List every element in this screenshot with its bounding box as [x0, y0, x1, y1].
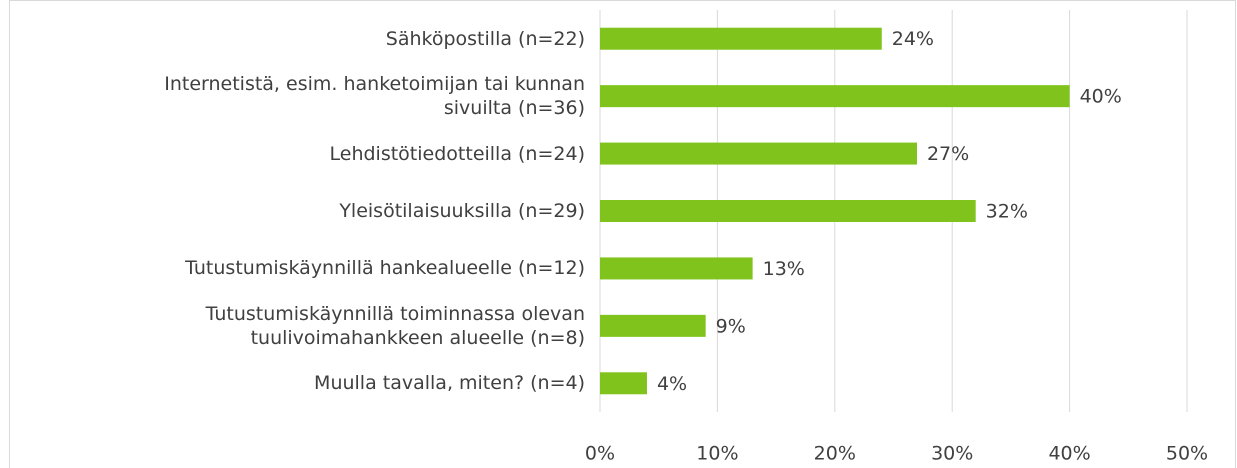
y-tick-label: Lehdistötiedotteilla (n=24): [329, 142, 585, 165]
data-label: 32%: [986, 201, 1028, 223]
x-tick-label: 0%: [585, 443, 615, 465]
x-tick-label: 10%: [696, 443, 738, 465]
x-tick-label: 50%: [1166, 443, 1208, 465]
y-tick-label: Muulla tavalla, miten? (n=4): [314, 372, 585, 395]
bar: [600, 200, 976, 222]
data-label: 9%: [716, 315, 746, 337]
data-label: 13%: [763, 258, 805, 280]
data-label: 4%: [657, 373, 687, 395]
chart-border: [9, 0, 1236, 468]
bar: [600, 85, 1070, 108]
bar: [600, 314, 706, 337]
x-tick-label: 30%: [931, 443, 973, 465]
data-label: 27%: [927, 143, 969, 165]
bar: [600, 257, 753, 280]
y-tick-label: Yleisötilaisuuksilla (n=29): [339, 200, 585, 222]
bar: [600, 27, 882, 50]
bar: [600, 142, 917, 165]
bar: [600, 372, 647, 395]
data-label: 24%: [892, 28, 934, 50]
x-tick-label: 20%: [814, 443, 856, 465]
x-tick-label: 40%: [1048, 443, 1090, 465]
y-tick-label: Sähköpostilla (n=22): [385, 27, 585, 50]
y-tick-label: Internetistä, esim. hanketoimijan tai ku…: [164, 73, 585, 120]
y-tick-label: Tutustumiskäynnillä hankealueelle (n=12): [185, 257, 585, 280]
data-label: 40%: [1080, 86, 1122, 108]
y-tick-label: Tutustumiskäynnillä toiminnassa olevan t…: [205, 302, 585, 349]
